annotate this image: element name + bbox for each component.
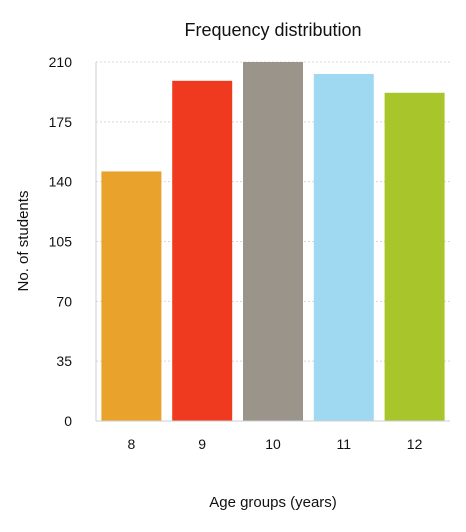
bar-age-8	[101, 171, 162, 421]
bar-age-9	[172, 80, 233, 422]
x-tick-label: 11	[337, 436, 352, 452]
y-tick-label: 140	[49, 174, 73, 190]
x-tick-layer: 8 9 10 11 12	[128, 436, 423, 452]
y-tick-label: 210	[49, 54, 73, 70]
bar-age-10	[243, 62, 303, 421]
bar-age-12	[384, 92, 445, 422]
y-tick-label: 105	[49, 234, 73, 250]
y-axis-label: No. of students	[15, 191, 32, 292]
x-tick-label: 8	[128, 436, 136, 452]
x-tick-label: 10	[265, 436, 281, 452]
chart-title: Frequency distribution	[184, 20, 361, 40]
y-tick-label: 175	[49, 114, 73, 130]
y-tick-label: 70	[56, 293, 72, 309]
y-tick-label: 35	[56, 353, 72, 369]
x-axis-label: Age groups (years)	[209, 494, 337, 511]
bar-age-11	[313, 73, 374, 421]
x-tick-label: 12	[407, 436, 423, 452]
bars-layer	[101, 62, 445, 422]
y-tick-label: 0	[64, 413, 72, 429]
y-tick-layer: 0 35 70 105 140 175 210	[49, 54, 73, 429]
x-tick-label: 9	[198, 436, 206, 452]
